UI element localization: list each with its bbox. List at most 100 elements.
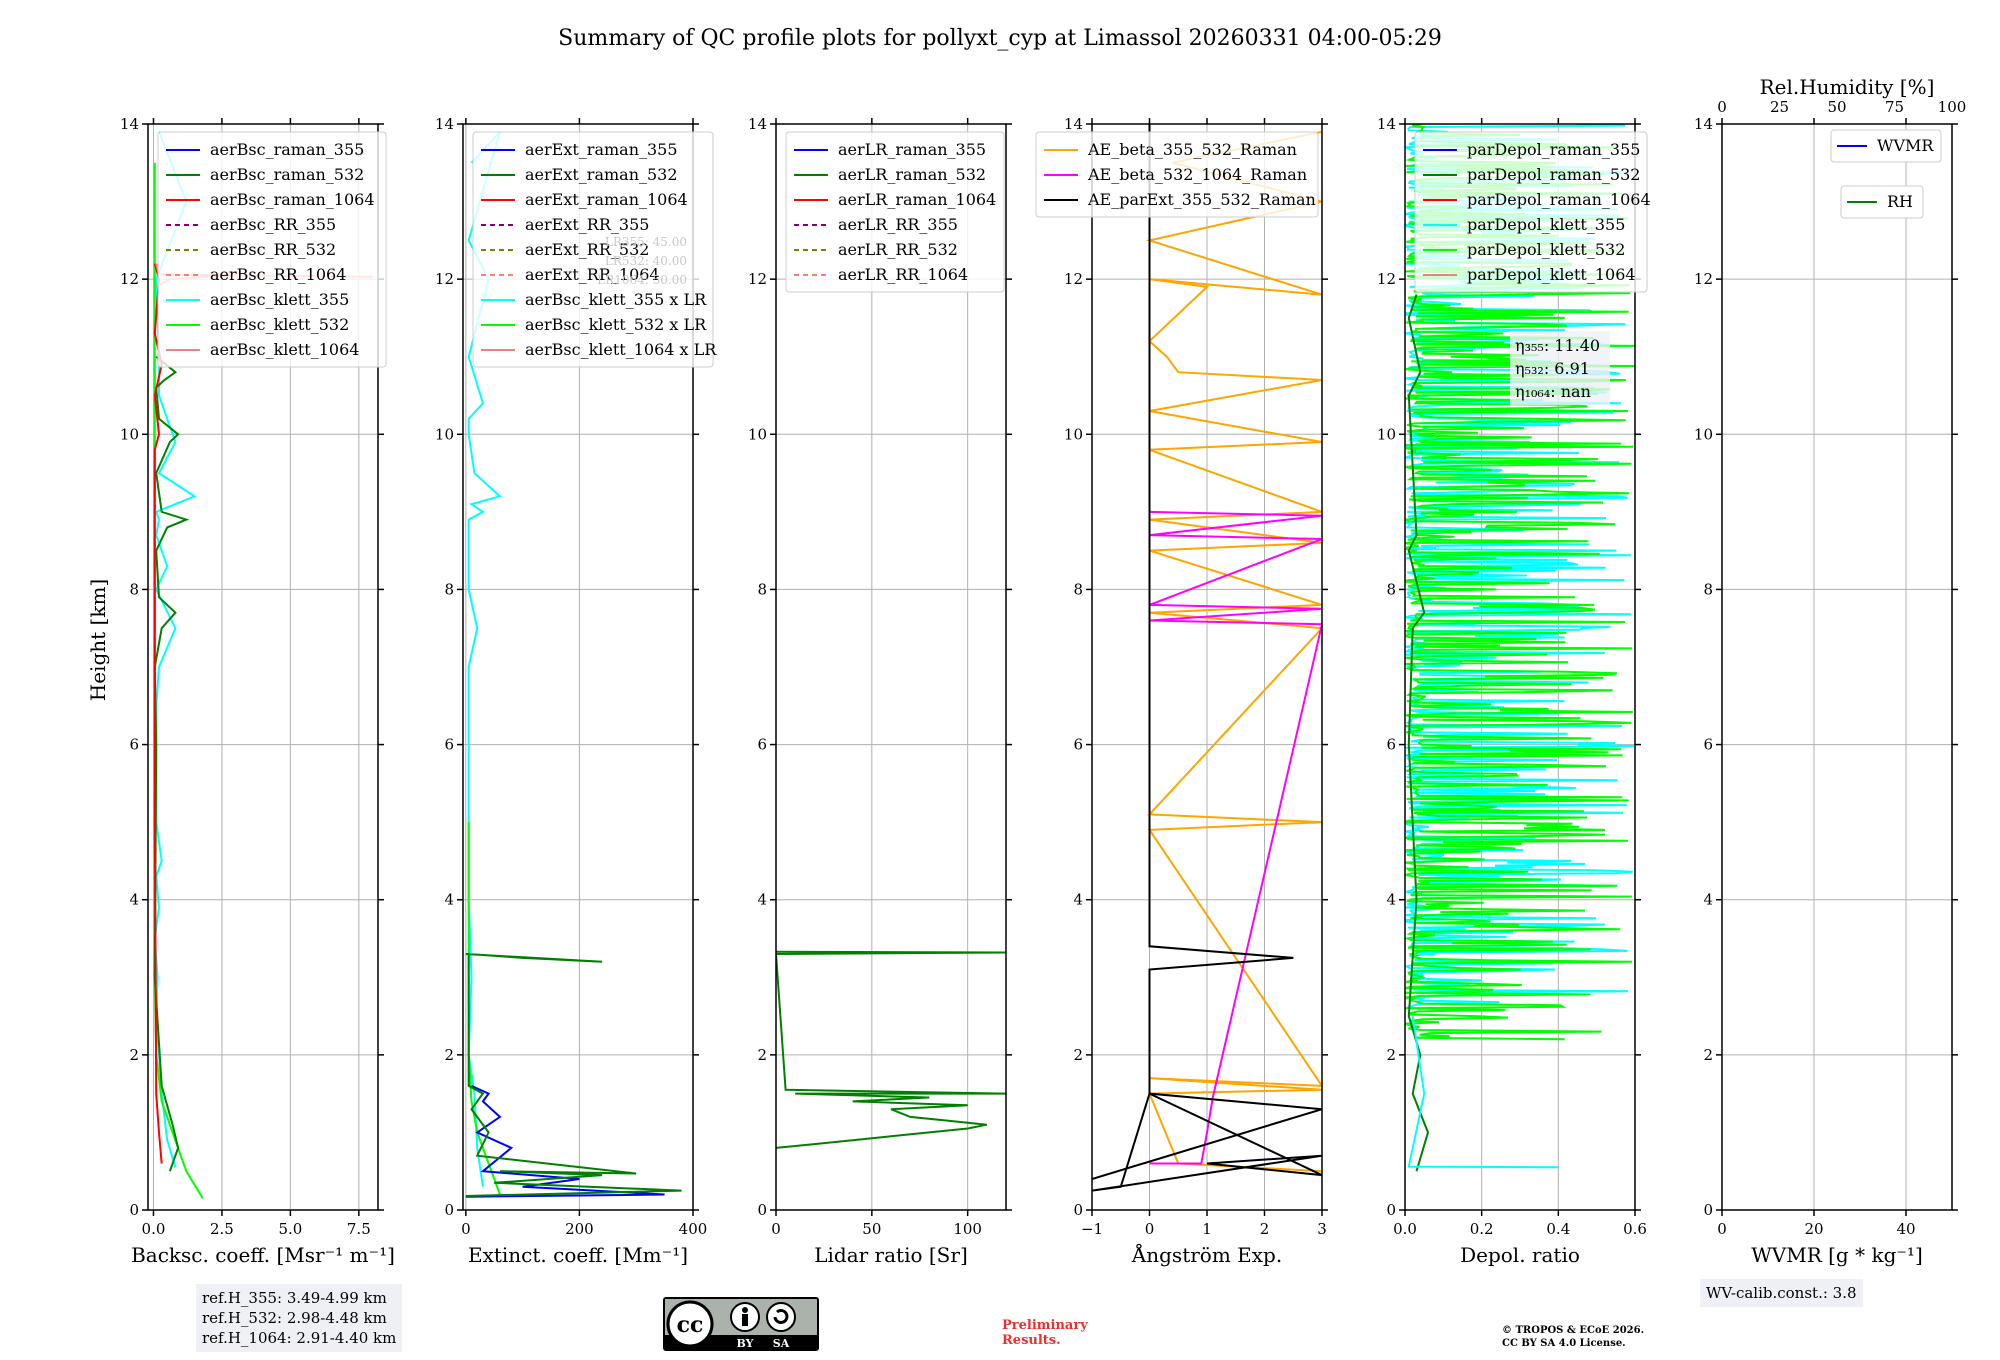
legend-box: [157, 131, 387, 368]
y-tick-label: 0: [1073, 1201, 1083, 1219]
legend-label: aerLR_raman_355: [838, 140, 986, 159]
legend-box: [1414, 131, 1648, 293]
x-tick-label: 0.0: [142, 1220, 166, 1238]
copyright-line-2: CC BY SA 4.0 License.: [1502, 1338, 1626, 1349]
y-tick-label: 8: [129, 580, 139, 598]
legend-label: parDepol_klett_532: [1467, 240, 1625, 259]
series-parDepol_raman_532: [1407, 294, 1430, 1172]
x-tick-label: 1: [1202, 1220, 1212, 1238]
y-tick-label: 14: [435, 115, 454, 133]
y-tick-label: 0: [1386, 1201, 1396, 1219]
y-tick-label: 12: [120, 270, 139, 288]
legend-label: aerExt_raman_1064: [525, 190, 688, 209]
x-tick-label: 0: [1717, 1220, 1727, 1238]
ref-height-1064: ref.H_1064: 2.91-4.40 km: [202, 1329, 397, 1347]
y-tick-label: 2: [1386, 1046, 1396, 1064]
series-AE_parExt_355_532_Raman: [1092, 124, 1322, 1192]
series-aerLR_raman_532: [776, 950, 1006, 1149]
eta-box: [1510, 331, 1610, 405]
legend-label: AE_parExt_355_532_Raman: [1087, 190, 1316, 209]
x-tick-label: 0: [771, 1220, 781, 1238]
y-tick-label: 12: [748, 270, 767, 288]
y-tick-label: 10: [435, 425, 454, 443]
x-tick-label: 40: [1896, 1220, 1915, 1238]
legend-label: aerBsc_raman_355: [210, 140, 364, 159]
reference-height-note: ref.H_355: 3.49-4.99 km ref.H_532: 2.98-…: [196, 1284, 403, 1352]
y-tick-label: 8: [1703, 580, 1713, 598]
copyright-notice: © TROPOS & ECoE 2026. CC BY SA 4.0 Licen…: [1502, 1324, 1644, 1350]
lidar-ratio-note: LR355: 45.00: [605, 235, 687, 249]
legend-label: aerBsc_klett_1064: [210, 340, 359, 359]
legend-label: RH: [1887, 192, 1913, 211]
legend-label: aerBsc_raman_532: [210, 165, 364, 184]
series-aerExt_raman_355: [465, 1084, 665, 1198]
y-tick-label: 10: [1694, 425, 1713, 443]
y-tick-label: 2: [1073, 1046, 1083, 1064]
y-tick-label: 10: [748, 425, 767, 443]
y-tick-label: 0: [757, 1201, 767, 1219]
x-tick-label: 5.0: [278, 1220, 302, 1238]
y-tick-label: 10: [1377, 425, 1396, 443]
x-tick-label: 0.2: [1470, 1220, 1494, 1238]
legend-label: aerExt_raman_532: [525, 165, 678, 184]
y-tick-label: 2: [1703, 1046, 1713, 1064]
y-tick-label: 4: [1703, 891, 1713, 909]
legend-label: aerBsc_klett_532: [210, 315, 349, 334]
legend-label: aerBsc_raman_1064: [210, 190, 375, 209]
legend-label: aerBsc_klett_532 x LR: [525, 315, 707, 334]
series-aerExt_raman_532: [465, 953, 682, 1197]
series-parDepol_klett_355: [1407, 1015, 1559, 1169]
legend-label: AE_beta_532_1064_Raman: [1087, 165, 1307, 184]
series-aerBsc_raman_1064: [153, 263, 163, 1164]
y-tick-label: 6: [1703, 736, 1713, 754]
x-axis-label: WVMR [g * kg⁻¹]: [1751, 1243, 1923, 1267]
y-axis-label: Height [km]: [86, 579, 110, 701]
series-aerBsc_klett_532 x LR: [467, 822, 501, 1195]
x-tick-label: 50: [862, 1220, 881, 1238]
legend-label: aerBsc_klett_1064 x LR: [525, 340, 717, 359]
x-tick-label: 2.5: [210, 1220, 234, 1238]
lidar-ratio-note: LR1064: 50.00: [597, 273, 687, 287]
x-tick-label: 0.4: [1546, 1220, 1570, 1238]
axes-frame: [1404, 123, 1636, 1211]
y-tick-label: 12: [1064, 270, 1083, 288]
x-tick-label: 100: [953, 1220, 982, 1238]
angstrom-data: [1092, 124, 1322, 1192]
top-x-tick-label: 50: [1827, 98, 1846, 116]
legend-box: [1830, 129, 1942, 163]
lidar_ratio-data: [776, 950, 1006, 1149]
x-tick-label: 2: [1260, 1220, 1270, 1238]
top-x-tick-label: 0: [1717, 98, 1727, 116]
series-AE_beta_532_1064_Raman: [1149, 510, 1322, 1165]
legend-label: aerLR_RR_355: [838, 215, 958, 234]
legend-label: aerExt_RR_1064: [525, 265, 660, 284]
x-axis-label: Depol. ratio: [1460, 1243, 1580, 1267]
legend-label: aerExt_raman_355: [525, 140, 678, 159]
extinction-data: [465, 131, 682, 1198]
y-tick-label: 0: [1703, 1201, 1713, 1219]
lidar-ratio-note: LR532: 40.00: [605, 254, 687, 268]
preliminary-results-label: Preliminary Results.: [1002, 1318, 1088, 1348]
cc-by-label: BY: [737, 1337, 754, 1350]
svg-text:cc: cc: [677, 1312, 704, 1338]
panel-depol: 0.0 0.2 0.4 0.6 0 2 4 6 8 10 12 14 Depol. ratio parDe…: [1377, 115, 1651, 1267]
panel-wvmr: 0 20 40 0 2 4 6 8 10 12 14 WVMR [g * kg⁻¹] 0 25 50 75 10…: [1694, 75, 1966, 1267]
x-tick-label: 3: [1317, 1220, 1327, 1238]
legend-label: aerExt_RR_355: [525, 215, 649, 234]
y-tick-label: 10: [120, 425, 139, 443]
y-tick-label: 12: [435, 270, 454, 288]
x-tick-label: 0.6: [1623, 1220, 1647, 1238]
series-aerBsc_klett_355 x LR: [467, 131, 502, 1187]
y-tick-label: 14: [1064, 115, 1083, 133]
preliminary-line-2: Results.: [1002, 1333, 1061, 1348]
legend-label: parDepol_raman_1064: [1467, 190, 1651, 209]
legend-box: [472, 131, 714, 368]
cc-sa-label: SA: [773, 1337, 790, 1350]
x-tick-label: 200: [565, 1220, 594, 1238]
series-aerBsc_raman_532: [153, 355, 190, 1172]
legend-box: [785, 131, 1005, 293]
y-tick-label: 6: [444, 736, 454, 754]
legend-label: parDepol_raman_532: [1467, 165, 1640, 184]
